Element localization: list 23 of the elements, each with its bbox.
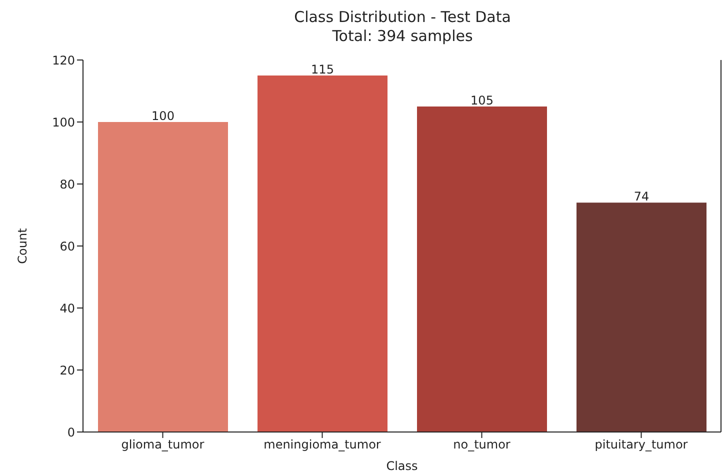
x-tick-label: pituitary_tumor (594, 438, 688, 452)
y-tick-label: 80 (60, 177, 75, 192)
x-tick-label: glioma_tumor (121, 438, 204, 452)
data-label: 115 (311, 62, 334, 76)
x-tick-label: meningioma_tumor (264, 438, 381, 452)
data-label: 105 (470, 94, 494, 108)
bar (576, 202, 706, 432)
bar (258, 76, 388, 432)
y-tick-label: 100 (52, 115, 75, 130)
y-tick-label: 20 (60, 363, 75, 378)
y-tick-label: 60 (60, 239, 75, 254)
data-label: 74 (634, 190, 650, 204)
y-axis-title: Count (15, 228, 30, 264)
y-tick-label: 120 (52, 53, 75, 68)
data-label: 100 (152, 109, 174, 123)
x-tick-label: no_tumor (453, 438, 510, 452)
bar (98, 122, 228, 432)
bar (417, 106, 547, 432)
y-tick-label: 40 (60, 301, 75, 316)
x-axis-title: Class (386, 459, 418, 472)
chart-subtitle: Total: 394 samples (331, 27, 474, 46)
chart-title: Class Distribution - Test Data (293, 8, 512, 27)
y-tick-label: 0 (67, 425, 75, 440)
